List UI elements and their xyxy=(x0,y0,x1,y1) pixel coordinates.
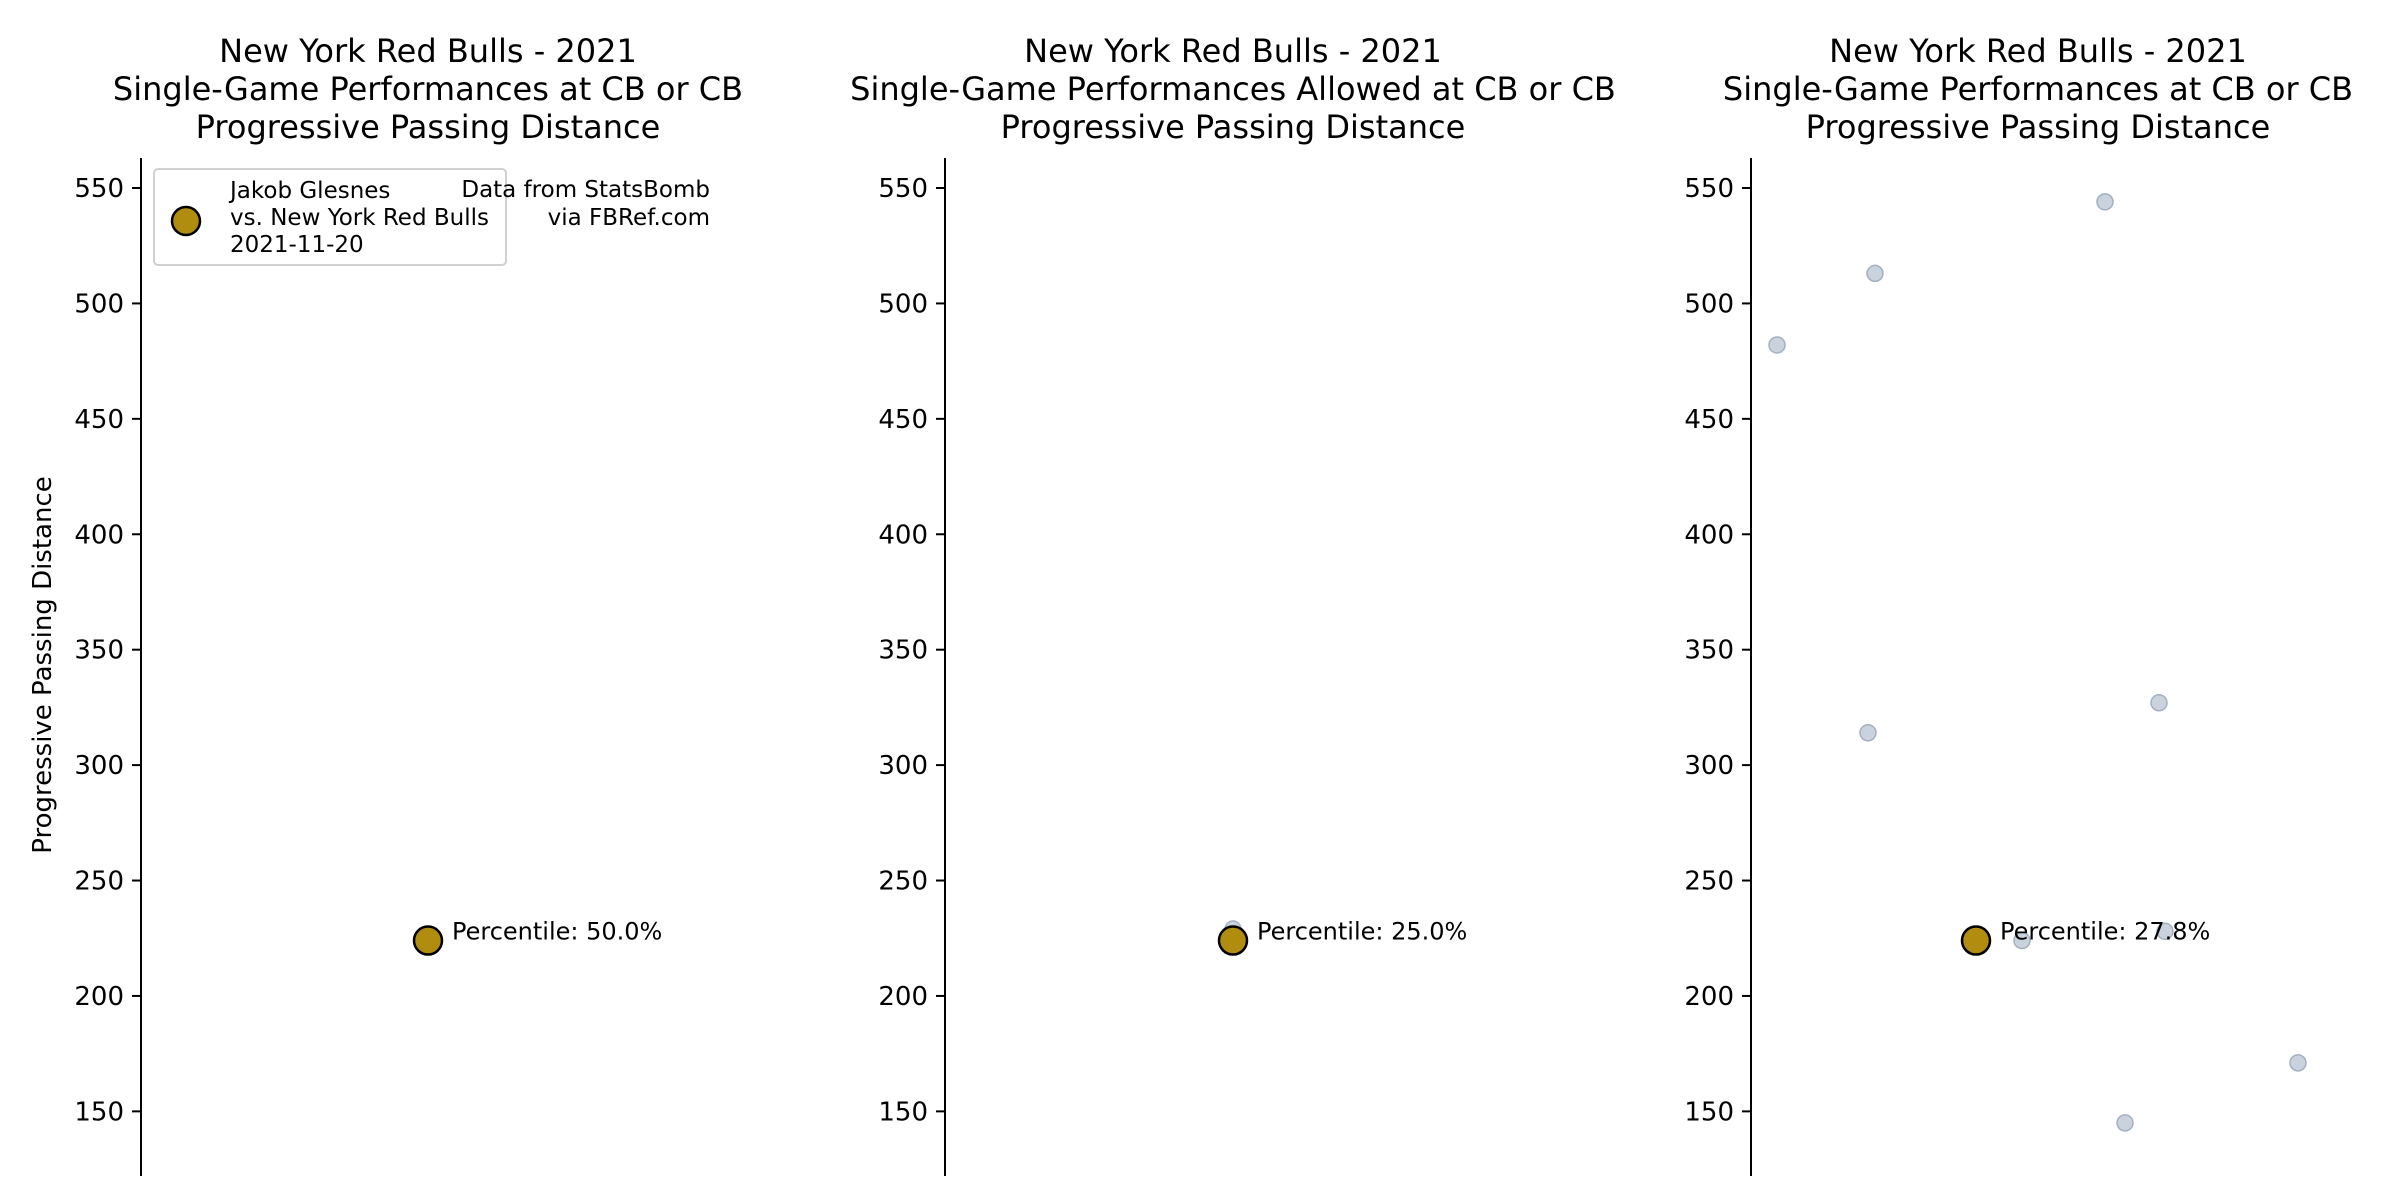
y-tick-label: 200 xyxy=(74,982,124,1012)
y-tick-label: 300 xyxy=(74,751,124,781)
y-tick-label: 500 xyxy=(878,289,928,319)
y-tick-label: 250 xyxy=(74,867,124,897)
legend-label: Jakob Glesnes vs. New York Red Bulls 2021-… xyxy=(228,178,489,258)
y-tick-label: 200 xyxy=(878,982,928,1012)
y-tick-label: 150 xyxy=(74,1097,124,1127)
y-tick-label: 350 xyxy=(74,636,124,666)
y-tick-label: 250 xyxy=(1684,867,1734,897)
highlight-point xyxy=(1960,925,1992,956)
background-point xyxy=(2150,694,2168,712)
chart-title: New York Red Bulls - 2021 Single-Game Per… xyxy=(113,32,743,146)
chart-title: New York Red Bulls - 2021 Single-Game Per… xyxy=(1723,32,2353,146)
background-point xyxy=(1859,724,1877,742)
highlight-point xyxy=(1217,925,1249,956)
y-tick-label: 400 xyxy=(74,520,124,550)
y-tick-label: 450 xyxy=(1684,405,1734,435)
legend-box xyxy=(153,168,507,266)
y-tick-label: 500 xyxy=(74,289,124,319)
y-tick-label: 550 xyxy=(1684,174,1734,204)
legend: Jakob Glesnes vs. New York Red Bulls 2021-… xyxy=(153,168,507,266)
background-point xyxy=(2013,931,2031,950)
y-tick-label: 550 xyxy=(878,174,928,204)
y-tick-label: 450 xyxy=(878,405,928,435)
background-point xyxy=(1768,336,1786,354)
y-tick-label: 300 xyxy=(1684,751,1734,781)
y-tick-label: 350 xyxy=(1684,636,1734,666)
y-tick-label: 150 xyxy=(878,1097,928,1127)
y-tick-label: 400 xyxy=(1684,520,1734,550)
y-tick-label: 550 xyxy=(74,174,124,204)
percentile-label: Percentile: 25.0% xyxy=(1257,918,1467,946)
y-tick-label: 300 xyxy=(878,751,928,781)
chart-panel-2: New York Red Bulls - 2021 Single-Game Per… xyxy=(850,32,1616,1176)
y-tick-label: 200 xyxy=(1684,982,1734,1012)
background-point xyxy=(1866,264,1884,283)
y-tick-label: 250 xyxy=(878,867,928,897)
y-axis-label: Progressive Passing Distance xyxy=(28,476,58,854)
y-tick-label: 500 xyxy=(1684,289,1734,319)
background-point xyxy=(2156,922,2174,941)
highlight-point xyxy=(412,925,444,956)
y-tick-label: 450 xyxy=(74,405,124,435)
y-tick-label: 400 xyxy=(878,520,928,550)
percentile-label: Percentile: 50.0% xyxy=(452,918,662,946)
chart-title: New York Red Bulls - 2021 Single-Game Per… xyxy=(850,32,1616,146)
legend-marker xyxy=(170,205,202,237)
y-tick-label: 150 xyxy=(1684,1097,1734,1127)
background-point xyxy=(2116,1114,2134,1132)
percentile-label: Percentile: 27.8% xyxy=(2000,918,2210,946)
chart-panel-1: New York Red Bulls - 2021 Single-Game Per… xyxy=(28,32,743,1176)
source-note: Data from StatsBomb via FBRef.com xyxy=(461,177,710,231)
y-tick-label: 350 xyxy=(878,636,928,666)
chart-panel-3: New York Red Bulls - 2021 Single-Game Per… xyxy=(1684,32,2353,1176)
background-point xyxy=(2289,1054,2307,1072)
background-point xyxy=(2096,193,2114,211)
